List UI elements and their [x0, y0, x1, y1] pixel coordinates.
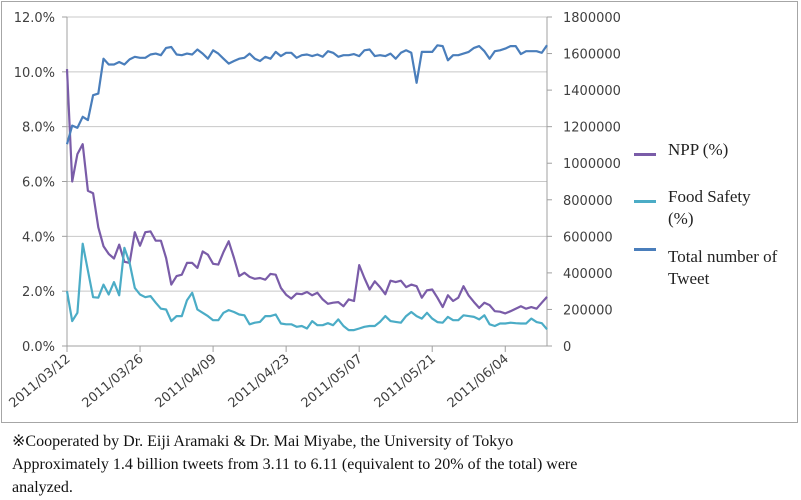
right-axis-tick-label: 0	[563, 340, 571, 355]
legend-label-food-safety: Food Safety (%)	[668, 186, 751, 230]
right-axis-tick-label: 200000	[563, 303, 613, 318]
right-axis-tick-label: 600000	[563, 230, 613, 245]
right-axis-tick-label: 1000000	[563, 157, 621, 172]
series-line-food-safety	[65, 242, 548, 332]
x-axis-tick-label: 2011/05/07	[299, 352, 366, 412]
line-chart: 0.0% 2.0% 4.0% 6.0% 8.0% 10.0% 12.0% 0 200000 400…	[7, 11, 621, 412]
footnote-line2: Approximately 1.4 billion tweets from 3.…	[12, 456, 578, 473]
x-axis-tick-label: 2011/05/21	[372, 352, 439, 412]
legend-food-line2: (%)	[668, 209, 694, 228]
chart-frame	[1, 1, 798, 423]
footnote-line3: analyzed.	[12, 479, 73, 496]
footnote-line1: ※Cooperated by Dr. Eiji Aramaki & Dr. Ma…	[12, 433, 514, 450]
x-axis-tick-label: 2011/04/09	[153, 352, 220, 412]
legend-food-line1: Food Safety	[668, 187, 751, 206]
right-axis-tick-label: 1600000	[563, 48, 621, 63]
x-axis-tick-label: 2011/06/04	[445, 352, 512, 412]
x-axis-tick-label: 2011/03/26	[80, 352, 147, 412]
legend-label-total: Total number of Tweet	[668, 246, 777, 290]
legend-swatch-food-safety	[634, 200, 656, 203]
left-axis-tick-label: 0.0%	[22, 340, 55, 355]
right-axis-tick-label: 1200000	[563, 121, 621, 136]
x-axis-tick-label: 2011/04/23	[226, 352, 293, 412]
right-axis-tick-label: 800000	[563, 194, 613, 209]
legend-total-line1: Total number of	[668, 247, 778, 266]
left-axis-tick-label: 4.0%	[22, 230, 55, 245]
left-axis-tick-label: 6.0%	[22, 176, 55, 191]
right-axis-tick-label: 1400000	[563, 84, 621, 99]
left-axis-tick-label: 2.0%	[22, 285, 55, 300]
x-axis-tick-label: 2011/03/12	[7, 352, 74, 412]
legend-swatch-npp	[634, 153, 656, 156]
left-axis-tick-label: 12.0%	[14, 11, 55, 26]
left-axis-tick-label: 8.0%	[22, 121, 55, 136]
series-line-total-number-of-tweet	[65, 44, 548, 145]
legend-label-npp: NPP (%)	[668, 140, 729, 159]
footnote: ※Cooperated by Dr. Eiji Aramaki & Dr. Ma…	[12, 430, 792, 499]
right-axis-tick-label: 1800000	[563, 11, 621, 26]
left-axis-tick-label: 10.0%	[14, 66, 55, 81]
legend-total-line2: Tweet	[668, 269, 710, 288]
right-axis-tick-label: 400000	[563, 267, 613, 282]
legend-swatch-total	[634, 248, 656, 251]
series-line-npp	[65, 69, 548, 315]
